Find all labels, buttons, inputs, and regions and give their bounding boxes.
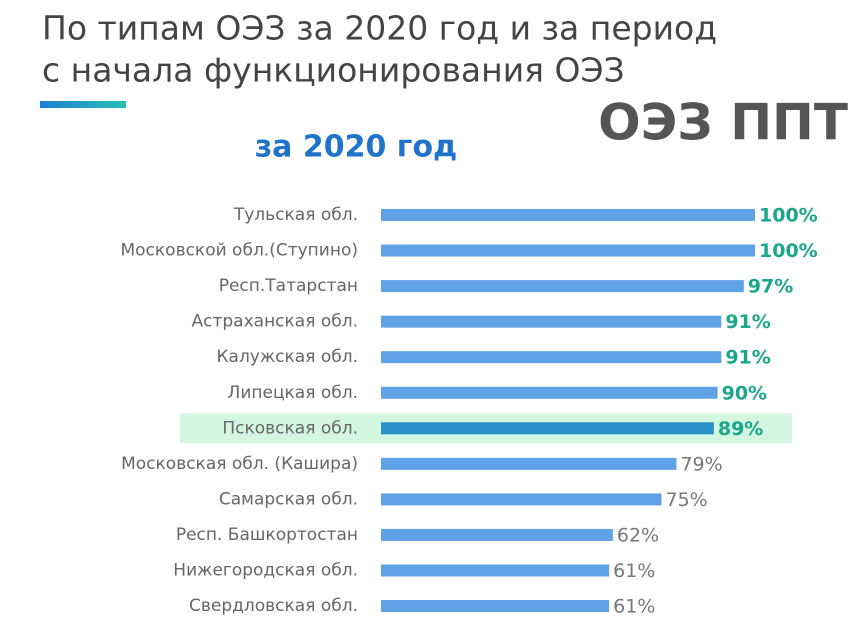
value-label: 89% — [718, 418, 763, 440]
value-label: 97% — [748, 276, 793, 298]
value-label: 75% — [666, 489, 708, 511]
value-label: 100% — [759, 205, 818, 227]
value-label: 61% — [613, 596, 655, 618]
value-label: 61% — [613, 560, 655, 582]
badge: ОЭЗ ППТ — [598, 94, 848, 152]
category-label: Нижегородская обл. — [173, 561, 358, 581]
category-label: Самарская обл. — [219, 489, 358, 509]
value-label: 79% — [680, 453, 722, 475]
bar — [381, 315, 722, 328]
chart-title-line2: с начала функционирования ОЭЗ — [42, 51, 625, 90]
category-label: Липецкая обл. — [228, 383, 358, 403]
bar — [381, 351, 722, 364]
value-label: 91% — [725, 347, 770, 369]
bar — [381, 244, 755, 257]
category-label: Московской обл.(Ступино) — [120, 241, 358, 261]
category-label: Респ. Башкортостан — [176, 525, 358, 545]
category-label: Астраханская обл. — [192, 312, 359, 332]
accent-line — [40, 101, 126, 108]
category-label: Респ.Татарстан — [219, 276, 358, 296]
bar — [381, 528, 613, 541]
bar — [381, 600, 610, 613]
bar — [381, 564, 610, 577]
chart-title: По типам ОЭЗ за 2020 год и за период — [42, 9, 717, 48]
subtitle: за 2020 год — [255, 130, 458, 165]
value-label: 62% — [617, 524, 659, 546]
bar — [381, 422, 714, 435]
bar — [381, 209, 755, 221]
category-label: Московская обл. (Кашира) — [121, 454, 358, 474]
value-label: 100% — [759, 240, 818, 262]
category-label: Тульская обл. — [233, 205, 358, 225]
bar — [381, 386, 718, 399]
bar — [381, 457, 677, 470]
bar — [381, 493, 662, 506]
category-label: Калужская обл. — [216, 347, 358, 367]
value-label: 90% — [722, 382, 767, 404]
category-label: Свердловская обл. — [189, 596, 358, 616]
category-label: Псковская обл. — [222, 418, 358, 438]
bar — [381, 280, 744, 293]
value-label: 91% — [725, 311, 770, 333]
